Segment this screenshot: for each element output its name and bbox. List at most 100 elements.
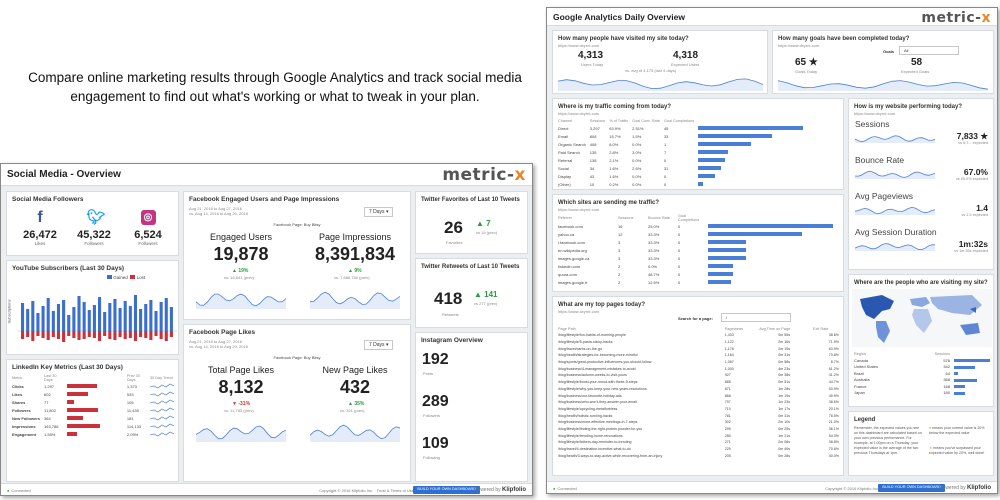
card-title: Legend bbox=[854, 417, 876, 423]
sparkline bbox=[855, 243, 935, 251]
perf-metric-sub: vs 1m:35s expected bbox=[954, 249, 988, 253]
table-row: /blog/business/autumn-weeks-to-visit-you… bbox=[558, 373, 839, 378]
sparkline bbox=[558, 78, 763, 91]
lost-bar bbox=[92, 331, 96, 338]
youtube-legend: Gained Lost bbox=[107, 275, 145, 280]
dashboard-header: Google Analytics Daily Overview metric-x bbox=[547, 8, 997, 26]
card-title: Instagram Overview bbox=[421, 337, 483, 344]
lost-bar bbox=[108, 331, 112, 339]
table-row: France 168 bbox=[852, 383, 992, 390]
card-title: Which sites are sending me traffic? bbox=[558, 200, 660, 206]
gained-bar bbox=[62, 300, 66, 331]
twitter-label: Followers bbox=[84, 241, 104, 246]
warning-dot-icon: ● bbox=[929, 426, 932, 430]
traffic-bar bbox=[698, 134, 772, 139]
table-row: /blog/lifestyle/finding-the-right-protei… bbox=[558, 426, 839, 431]
lost-bar bbox=[149, 331, 153, 340]
gained-bar bbox=[154, 311, 158, 331]
page-search-input[interactable]: / bbox=[721, 313, 791, 322]
page-impressions-value: 8,391,834 bbox=[314, 244, 396, 264]
favorites-value: 26 bbox=[444, 218, 463, 237]
geo-bar bbox=[954, 385, 965, 389]
table-row: New Followers 364 181 bbox=[10, 414, 176, 422]
build-dashboard-button[interactable]: BUILD YOUR OWN DASHBOARD bbox=[878, 484, 945, 492]
gained-bar bbox=[31, 301, 35, 331]
perf-metric-label: Avg Session Duration bbox=[855, 227, 937, 237]
table-row: /blog/business/more-effective-meetings-i… bbox=[558, 420, 839, 425]
expected-users-value: 4,318 bbox=[673, 50, 699, 61]
table-row: /blog/business/4-management-mistakes-to-… bbox=[558, 366, 839, 371]
legend-card: Legend Remember, the expected values you… bbox=[848, 411, 994, 476]
card-title: Facebook Page Likes bbox=[189, 329, 256, 336]
gained-bar bbox=[26, 309, 30, 331]
gained-bar bbox=[149, 300, 153, 331]
page-link[interactable]: /blog/lifestyle/trending-home-renovation… bbox=[558, 433, 623, 438]
page-link[interactable]: /blog/business/4-management-mistakes-to-… bbox=[558, 366, 636, 371]
page-link[interactable]: /blog/health/3-ways-to-stay-active-while… bbox=[558, 453, 663, 458]
table-row: /blog/lifestyle/why-you-keep-your-new-ye… bbox=[558, 386, 839, 391]
traffic-bar bbox=[698, 142, 751, 147]
top-pages-table: Page Path Pageviews Avg Time on Page Exit … bbox=[558, 326, 839, 458]
lost-bar bbox=[21, 331, 25, 339]
page-link[interactable]: /blog/lifestyle/fathers-day-reminder-to-… bbox=[558, 440, 632, 445]
table-row: Likes 602 533 bbox=[10, 390, 176, 398]
lost-bar bbox=[139, 331, 143, 337]
y-axis-label: Subscriptions bbox=[6, 299, 12, 324]
metricx-logo: metric-x bbox=[921, 10, 991, 26]
table-row: yahoo.ca 12 33.3% 0 bbox=[556, 230, 836, 238]
gained-bar bbox=[108, 303, 112, 331]
world-map bbox=[852, 289, 992, 347]
lost-bar bbox=[133, 331, 138, 341]
page-link[interactable]: /blog/lifestyle/why-you-keep-your-new-ye… bbox=[558, 386, 647, 391]
page-link[interactable]: /blog/business/more-effective-meetings-i… bbox=[558, 420, 638, 425]
table-row: Brazil 64 bbox=[852, 370, 992, 377]
perf-metric-sub: vs 6,7... expected bbox=[958, 141, 988, 145]
page-link[interactable]: /blog/lifestyle/upcycling-metalfurbless bbox=[558, 406, 618, 411]
page-link[interactable]: /blog/lifestyle/boost-your-mood-with-the… bbox=[558, 380, 638, 385]
traffic-bar bbox=[698, 150, 728, 155]
lost-bar bbox=[164, 331, 168, 341]
period-dropdown[interactable]: 7 Days ▾ bbox=[364, 207, 394, 217]
table-row: United States 342 bbox=[852, 364, 992, 371]
dashboard-title: Social Media - Overview bbox=[7, 169, 121, 180]
page-link[interactable]: /blog/health/strategies-for-becoming-mor… bbox=[558, 353, 638, 358]
page-link[interactable]: /blog/lifestyle/finding-the-right-protei… bbox=[558, 426, 643, 431]
engaged-users-value: 19,878 bbox=[213, 244, 269, 264]
perf-metric-value: 1m:32s bbox=[958, 239, 988, 249]
star-icon: ★ bbox=[929, 446, 933, 450]
gained-bar bbox=[41, 306, 45, 331]
page-link[interactable]: /blog/travel/carbs-on-the-go bbox=[558, 346, 602, 351]
page-link[interactable]: /blog/business/who-won't-they-answer-you… bbox=[558, 400, 637, 405]
performance-card: How is my website performing today? http… bbox=[848, 98, 994, 270]
facebook-icon: f bbox=[37, 209, 43, 226]
page-link[interactable]: /blog/lifestyle/5-pasta-sticky-hacks bbox=[558, 340, 613, 345]
referral-bar bbox=[708, 256, 746, 261]
page-link[interactable]: /blog/sports/great-productive-influencer… bbox=[558, 360, 652, 365]
page-link[interactable]: /blog/lifestyle/fun-habits-of-morning-pe… bbox=[558, 333, 626, 338]
page-link[interactable]: /blog/travel/4-destination-incentive-wha… bbox=[558, 447, 631, 452]
klipfolio-brand: Powered by Klipfolio bbox=[474, 487, 526, 493]
top-pages-card: What are my top pages today? https://www… bbox=[552, 296, 844, 476]
lost-bar bbox=[62, 331, 66, 342]
build-dashboard-button[interactable]: BUILD YOUR OWN DASHBOARD bbox=[413, 486, 480, 494]
gained-bar bbox=[72, 307, 76, 331]
table-row: Clicks 1,297 1,373 bbox=[10, 382, 176, 390]
page-link[interactable]: /blog/business/our-favourite-holiday-ads bbox=[558, 393, 622, 398]
gained-bar bbox=[21, 303, 25, 331]
table-row: quora.com 2 48.7% 0 bbox=[556, 270, 836, 278]
perf-metric-sub: vs 1.5 expected bbox=[961, 213, 988, 217]
lost-bar bbox=[41, 331, 45, 338]
referrers-table: Referrer Sessions Bounce Rate Goal Complet… bbox=[556, 214, 836, 286]
lost-bar bbox=[51, 331, 55, 337]
trend-bar bbox=[66, 400, 74, 405]
period-dropdown[interactable]: 7 Days ▾ bbox=[364, 340, 394, 350]
goals-filter[interactable]: All bbox=[899, 46, 959, 55]
page-link[interactable]: /blog/business/autumn-weeks-to-visit-you… bbox=[558, 373, 627, 378]
instagram-icon: ◎ bbox=[140, 210, 156, 225]
page-name: Facebook Page: Buy Bitsy bbox=[273, 222, 321, 227]
lost-bar bbox=[72, 331, 76, 338]
traffic-bar bbox=[698, 174, 715, 179]
geo-bar bbox=[954, 365, 976, 369]
table-row: /blog/lifestyle/fathers-day-reminder-to-… bbox=[558, 440, 839, 445]
page-link[interactable]: /blog/health/holistic-running-hacks bbox=[558, 413, 613, 418]
